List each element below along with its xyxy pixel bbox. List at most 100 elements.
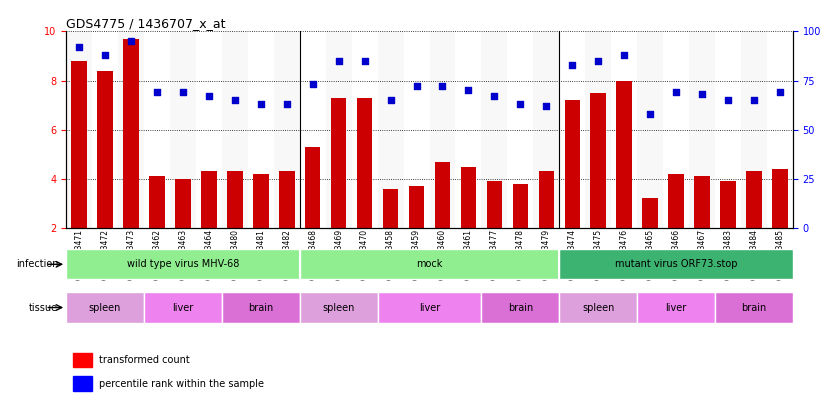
Text: brain: brain [248,303,273,312]
Point [488,93,501,99]
Bar [591,93,606,228]
Point [332,58,345,64]
Point [721,97,734,103]
Bar [434,162,450,228]
Bar [357,98,373,228]
Point [384,97,397,103]
Text: mutant virus ORF73.stop: mutant virus ORF73.stop [615,259,738,269]
Point [643,111,657,117]
Point [695,91,709,97]
Text: transformed count: transformed count [99,355,189,365]
Text: mock: mock [416,259,443,269]
Bar [559,31,586,228]
Bar [720,181,736,228]
Bar [331,98,346,228]
Bar [123,39,139,228]
Text: brain: brain [508,303,533,312]
FancyBboxPatch shape [482,292,559,323]
Point [306,81,320,88]
Point [566,62,579,68]
Point [125,38,138,44]
FancyBboxPatch shape [144,292,222,323]
Bar [643,198,658,228]
Bar [507,31,534,228]
Bar [534,31,559,228]
Point [436,83,449,90]
Text: spleen: spleen [89,303,121,312]
Bar [118,31,144,228]
Bar [201,171,216,228]
Text: spleen: spleen [582,303,615,312]
FancyBboxPatch shape [222,292,300,323]
Bar [461,167,477,228]
Bar [170,31,196,228]
Bar [253,174,268,228]
Bar [92,31,118,228]
Bar [513,184,528,228]
FancyBboxPatch shape [377,292,482,323]
Bar [715,31,741,228]
Bar [663,31,689,228]
Bar [539,171,554,228]
Bar [487,181,502,228]
Bar [279,171,295,228]
Bar [222,31,248,228]
Point [539,103,553,109]
Bar [273,31,300,228]
Bar [409,186,425,228]
Bar [611,31,637,228]
Bar [404,31,430,228]
Point [358,58,371,64]
Bar [668,174,684,228]
Bar [772,169,788,228]
Point [73,44,86,50]
Bar [74,353,92,367]
Point [618,52,631,58]
Bar [482,31,507,228]
Point [176,89,189,95]
FancyBboxPatch shape [300,249,559,279]
Point [773,89,786,95]
Bar [305,147,320,228]
Bar [66,31,92,228]
Point [462,87,475,94]
FancyBboxPatch shape [300,292,377,323]
Bar [175,179,191,228]
FancyBboxPatch shape [559,249,793,279]
Bar [689,31,715,228]
Text: tissue: tissue [29,303,59,312]
Point [254,101,268,107]
Text: brain: brain [742,303,767,312]
Point [670,89,683,95]
Point [410,83,423,90]
Bar [616,81,632,228]
FancyBboxPatch shape [66,292,144,323]
Bar [144,31,170,228]
Bar [377,31,404,228]
Point [150,89,164,95]
Bar [97,71,113,228]
Bar [564,100,580,228]
Text: infection: infection [16,259,59,269]
FancyBboxPatch shape [637,292,715,323]
Bar [300,31,325,228]
Point [228,97,241,103]
Text: liver: liver [666,303,686,312]
Bar [325,31,352,228]
Bar [430,31,455,228]
Point [98,52,112,58]
Point [591,58,605,64]
Bar [746,171,762,228]
Text: wild type virus MHV-68: wild type virus MHV-68 [126,259,239,269]
Bar [196,31,222,228]
Point [202,93,216,99]
Bar [248,31,273,228]
Bar [455,31,482,228]
Bar [150,176,164,228]
Text: liver: liver [419,303,440,312]
Point [280,101,293,107]
Point [514,101,527,107]
Text: percentile rank within the sample: percentile rank within the sample [99,378,263,389]
Bar [71,61,87,228]
Bar [637,31,663,228]
